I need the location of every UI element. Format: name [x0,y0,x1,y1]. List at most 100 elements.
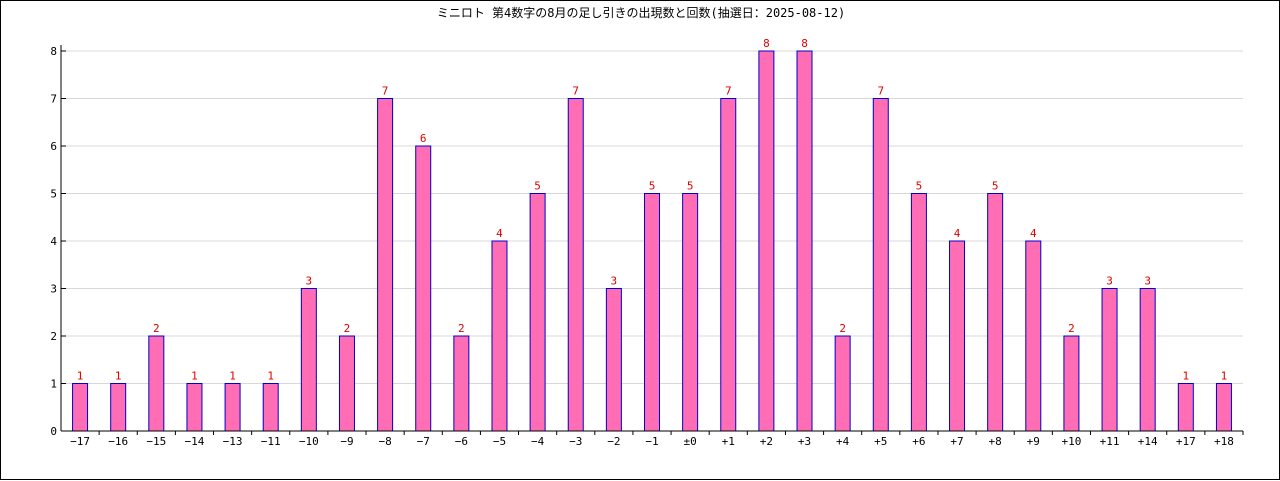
x-tick-label: +3 [798,435,811,448]
x-tick-label: ±0 [684,435,697,448]
x-tick-label: −15 [146,435,166,448]
x-tick-label: −1 [645,435,658,448]
bar-+7 [949,240,966,432]
bar-−14 [186,383,203,432]
x-tick-label: −17 [70,435,90,448]
value-label: 4 [496,227,503,240]
bar-−4 [529,193,546,432]
bar-−17 [72,383,89,432]
value-label: 4 [954,227,961,240]
x-tick-label: −10 [299,435,319,448]
value-label: 7 [382,85,389,98]
y-tick-label: 1 [50,378,57,391]
value-label: 7 [877,85,884,98]
x-tick-label: +2 [760,435,773,448]
y-tick-label: 0 [50,425,57,438]
bar-±0 [682,193,699,432]
bar-−9 [338,335,355,432]
x-tick-label: −5 [493,435,506,448]
bar-−10 [300,288,317,432]
value-label: 8 [801,37,808,50]
bar-−6 [453,335,470,432]
value-label: 3 [1106,275,1113,288]
bar-+5 [872,98,889,432]
value-label: 1 [191,370,198,383]
value-label: 2 [839,322,846,335]
value-label: 1 [229,370,236,383]
x-tick-label: +17 [1176,435,1196,448]
value-label: 8 [763,37,770,50]
value-label: 1 [115,370,122,383]
value-label: 2 [153,322,160,335]
bar-−15 [148,335,165,432]
value-label: 5 [916,180,923,193]
x-tick-label: −7 [417,435,430,448]
bar-+6 [910,193,927,432]
bar-−13 [224,383,241,432]
x-tick-label: −11 [261,435,281,448]
value-label: 1 [77,370,84,383]
y-axis-ticks: 0 1 2 3 4 5 6 7 8 [50,45,66,438]
value-label: 2 [1068,322,1075,335]
bar-+10 [1063,335,1080,432]
x-tick-label: +14 [1138,435,1158,448]
x-tick-label: +9 [1027,435,1040,448]
value-label: 5 [649,180,656,193]
bar-−1 [644,193,660,432]
bar-+14 [1139,288,1156,432]
bar-+4 [834,335,851,432]
x-tick-label: +18 [1214,435,1234,448]
value-label: 6 [420,132,427,145]
y-tick-label: 3 [50,283,57,296]
value-label: 3 [306,275,313,288]
bar-+9 [1025,240,1042,432]
x-tick-label: −2 [607,435,620,448]
x-tick-label: +5 [874,435,887,448]
x-axis-ticks: −17 −16 −15 −14 −13 −11 −10 −9 −8 −7 −6 −5 −4 −3 −2 −1 ±… [70,431,1244,448]
x-tick-label: +11 [1100,435,1120,448]
value-label: 1 [1182,370,1189,383]
bar-+2 [758,50,775,432]
x-tick-label: +4 [836,435,850,448]
y-tick-label: 7 [50,93,57,106]
x-tick-label: −8 [378,435,391,448]
bar-+1 [720,98,737,432]
x-tick-label: −9 [340,435,353,448]
y-tick-label: 2 [50,330,57,343]
value-label: 5 [534,180,541,193]
x-tick-label: −14 [185,435,205,448]
y-tick-label: 5 [50,188,57,201]
x-tick-label: −6 [455,435,468,448]
bar-+17 [1177,383,1194,432]
x-tick-label: −13 [223,435,243,448]
axes [60,45,1243,432]
value-label: 3 [611,275,618,288]
y-tick-label: 8 [50,45,57,58]
value-label: 5 [687,180,694,193]
bar-−3 [567,98,584,432]
x-tick-label: +6 [912,435,925,448]
value-label: 7 [725,85,732,98]
bar-+3 [796,50,813,432]
x-tick-label: +1 [722,435,735,448]
x-tick-label: +8 [989,435,1002,448]
x-tick-label: −3 [569,435,582,448]
value-label: 2 [458,322,465,335]
bar-−8 [377,98,394,432]
bar-+8 [987,193,1004,432]
x-tick-label: +7 [950,435,963,448]
value-label: 7 [572,85,579,98]
x-tick-label: +10 [1061,435,1081,448]
chart-title: ミニロト 第4数字の8月の足し引きの出現数と回数(抽選日：2025-08-12) [437,5,845,20]
bar-−2 [605,288,622,432]
bar-−16 [110,383,127,432]
x-tick-label: −4 [531,435,545,448]
bar-+18 [1215,383,1232,432]
value-labels: 1 1 2 1 1 1 3 2 7 6 2 4 5 7 3 5 5 7 8 8 2 7 5 4 5 4 2 3 3 1 1 [77,37,1227,383]
bar-−7 [415,145,432,432]
value-label: 1 [1221,370,1228,383]
value-label: 5 [992,180,999,193]
bar-−5 [491,240,508,432]
bars [72,50,1232,432]
